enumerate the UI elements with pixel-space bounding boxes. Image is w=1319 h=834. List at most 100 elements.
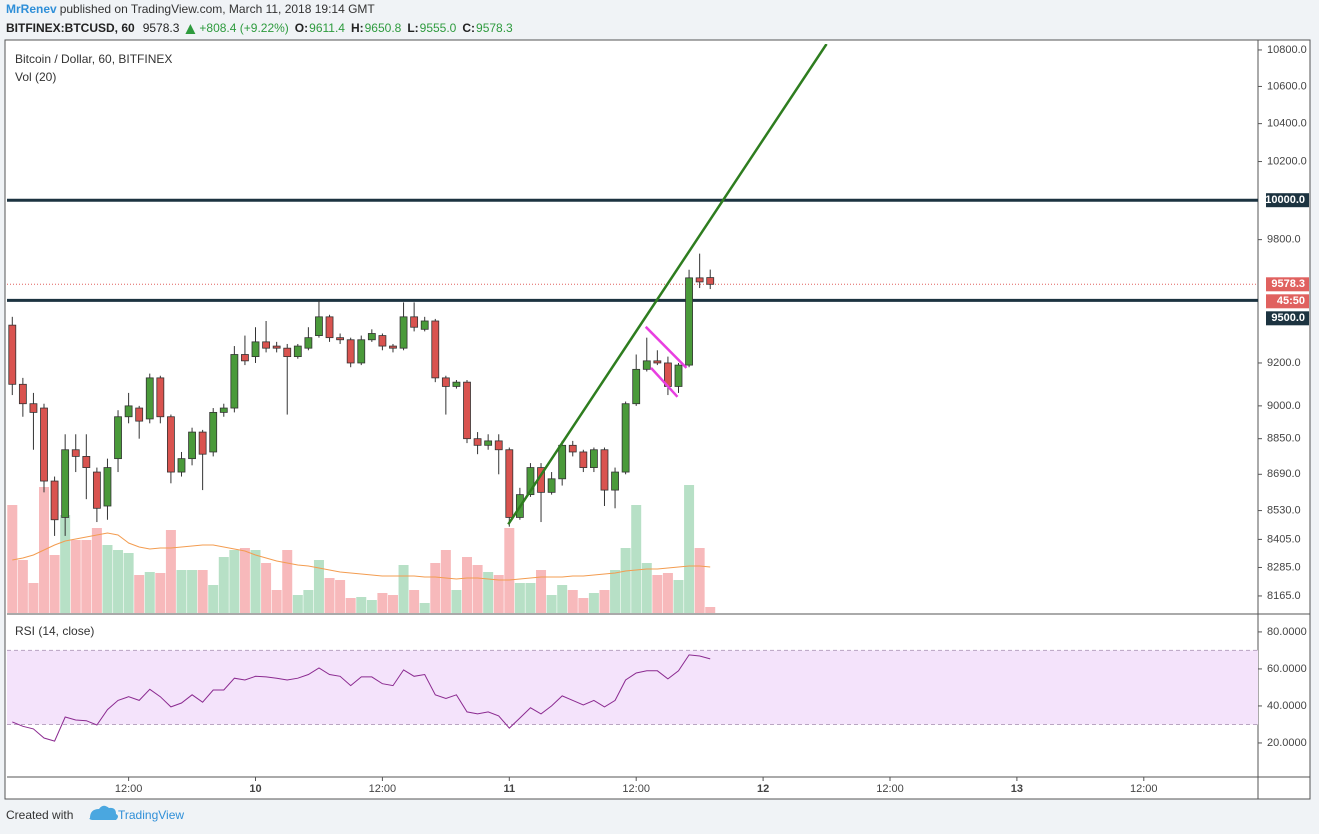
- volume-bar: [28, 583, 39, 613]
- volume-bar: [261, 563, 272, 613]
- y-tick-label: 10200.0: [1267, 155, 1307, 167]
- candle-body: [642, 360, 651, 370]
- trendline: [507, 44, 828, 526]
- volume-bar: [525, 583, 536, 613]
- candle-body: [399, 316, 408, 349]
- volume-bar: [165, 530, 176, 613]
- y-tick-label: 10600.0: [1267, 80, 1307, 92]
- up-arrow: [185, 24, 196, 34]
- candle-body: [262, 341, 270, 349]
- candle-body: [29, 403, 38, 413]
- volume-bar: [123, 553, 134, 613]
- volume-bar: [324, 578, 335, 613]
- candle-body: [114, 416, 122, 460]
- candle-body: [357, 339, 366, 364]
- header-text: 9555.0: [420, 21, 457, 35]
- candle-body: [188, 431, 196, 460]
- x-tick-label: 12:00: [369, 783, 397, 795]
- volume-bar: [208, 585, 219, 613]
- volume-legend: Vol (20): [15, 70, 56, 84]
- candle-body: [632, 368, 641, 405]
- volume-bar: [356, 597, 367, 613]
- volume-bar: [218, 557, 229, 613]
- candle-body: [685, 277, 693, 366]
- y-tick-label: 60.0000: [1267, 663, 1307, 675]
- candle-body: [452, 381, 461, 387]
- brand-icon: [89, 805, 118, 820]
- candle-body: [145, 377, 154, 420]
- volume-bar: [440, 550, 451, 613]
- candle-body: [526, 467, 535, 496]
- x-tick-label: 11: [503, 783, 515, 795]
- y-tick-label: 8530.0: [1267, 504, 1301, 516]
- rsi-line: [12, 654, 711, 742]
- x-tick-label: 13: [1011, 783, 1023, 795]
- flag-line: [650, 367, 679, 398]
- x-tick-label: 10: [249, 783, 261, 795]
- y-tick-label: 10800.0: [1267, 44, 1307, 56]
- candle-body: [558, 444, 567, 480]
- price-label: 45:50: [1277, 295, 1305, 307]
- volume-bar: [176, 570, 187, 613]
- volume-bar: [472, 565, 483, 613]
- x-tick-label: 12:00: [876, 783, 904, 795]
- volume-bar: [652, 575, 663, 613]
- header-text: 9578.3: [476, 21, 513, 35]
- price-label-box: [1266, 193, 1309, 208]
- y-tick-label: 8165.0: [1267, 590, 1301, 602]
- x-tick-label: 12:00: [622, 783, 650, 795]
- volume-bar: [335, 580, 346, 613]
- volume-bar: [91, 528, 102, 613]
- volume-bar: [7, 505, 18, 613]
- brand[interactable]: TradingView: [118, 808, 184, 822]
- x-tick-label: 12:00: [1130, 783, 1158, 795]
- volume-bar: [282, 550, 293, 613]
- volume-bar: [419, 603, 430, 613]
- volume-bar: [536, 570, 547, 613]
- y-tick-label: 8405.0: [1267, 533, 1301, 545]
- candle-body: [8, 324, 17, 385]
- candle-body: [568, 444, 577, 453]
- header-text: L:: [407, 21, 418, 35]
- header-text: O:: [295, 21, 308, 35]
- volume-bar: [113, 550, 124, 613]
- candle-body: [219, 407, 228, 413]
- volume-bar: [197, 570, 208, 613]
- price-label-box: [1266, 311, 1309, 326]
- volume-bar: [239, 548, 250, 613]
- volume-bar: [631, 505, 642, 613]
- volume-bar: [70, 540, 81, 613]
- price-label: 9500.0: [1271, 312, 1305, 324]
- price-legend: Bitcoin / Dollar, 60, BITFINEX: [15, 52, 172, 66]
- volume-bar: [155, 573, 166, 613]
- rsi-legend: RSI (14, close): [15, 624, 94, 638]
- volume-bar: [102, 545, 113, 613]
- candle-body: [706, 277, 715, 285]
- y-tick-label: 8690.0: [1267, 468, 1301, 480]
- volume-bar: [60, 515, 71, 613]
- volume-bar: [694, 548, 705, 613]
- volume-bar: [599, 590, 610, 613]
- candle-body: [230, 354, 239, 409]
- candle-body: [410, 316, 419, 328]
- volume-bar: [662, 573, 673, 613]
- volume-bar: [588, 593, 599, 613]
- volume-bar: [366, 600, 377, 613]
- candle-body: [315, 316, 323, 336]
- volume-bar: [250, 550, 261, 613]
- candle-body: [389, 345, 397, 349]
- y-tick-label: 9000.0: [1267, 400, 1301, 412]
- candle-body: [198, 431, 207, 455]
- volume-bar: [377, 593, 388, 613]
- author[interactable]: MrRenev: [6, 2, 57, 16]
- volume-bar: [514, 583, 525, 613]
- candle-body: [167, 416, 175, 473]
- volume-bar: [673, 580, 684, 613]
- flag-line: [644, 325, 688, 369]
- header-text: C:: [462, 21, 475, 35]
- volume-bar: [641, 563, 652, 613]
- candle-body: [251, 341, 260, 358]
- y-tick-label: 8850.0: [1267, 433, 1301, 445]
- volume-bar: [313, 560, 324, 613]
- candle-body: [304, 337, 313, 349]
